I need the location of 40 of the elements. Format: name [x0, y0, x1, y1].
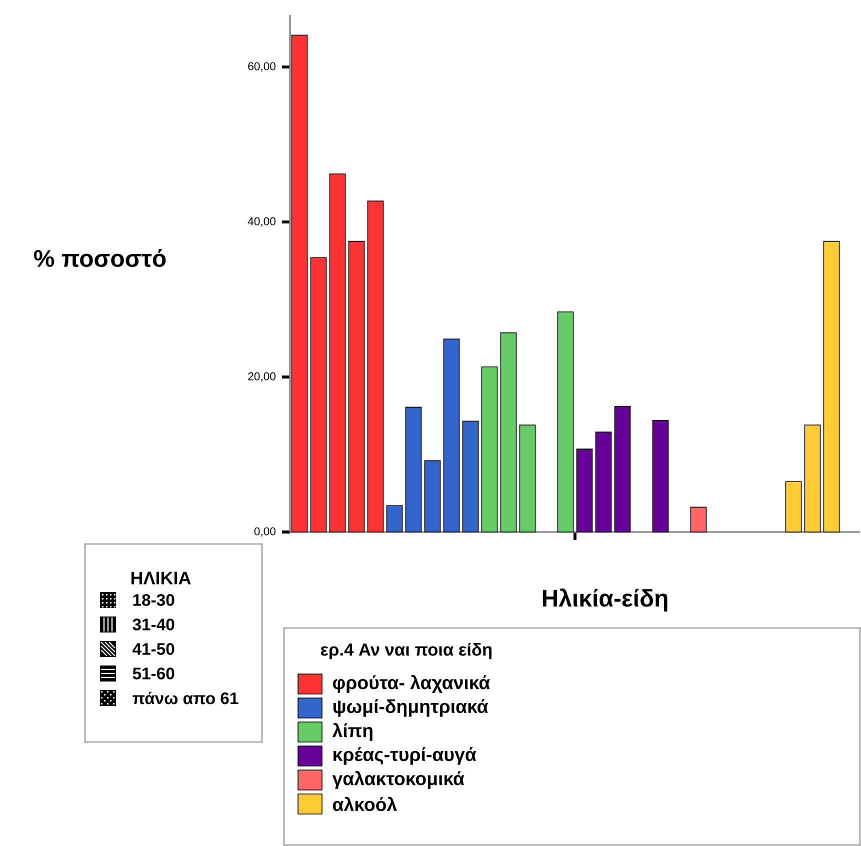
bar	[443, 338, 460, 532]
x-axis-title: Ηλικία-είδη	[542, 588, 668, 612]
legend-label: ψωμί-δημητριακά	[333, 699, 488, 717]
text: 18-30	[133, 594, 174, 606]
legend-label: λίπη	[332, 723, 372, 741]
bar	[652, 420, 669, 532]
bar	[367, 200, 384, 532]
y-tick-label: 0,00	[254, 527, 276, 537]
bar	[595, 432, 612, 532]
bar	[785, 481, 802, 532]
legend-label: γαλακτοκομικά	[332, 771, 464, 789]
bar	[823, 240, 840, 532]
text: 51-60	[132, 668, 174, 680]
bar	[557, 311, 574, 532]
bar	[348, 240, 365, 532]
bar	[804, 424, 821, 532]
bar	[690, 506, 707, 532]
bar	[519, 424, 536, 532]
bar	[310, 257, 327, 532]
legend-label: κρέας-τυρί-αυγά	[334, 747, 476, 765]
bar	[405, 406, 422, 532]
y-tick-label: 60,00	[248, 62, 276, 72]
y-tick-label: 20,00	[248, 372, 276, 382]
bar	[614, 406, 631, 532]
text: 31-40	[132, 618, 174, 630]
legend-label: φρούτα- λαχανικά	[333, 675, 490, 693]
legend-label: αλκοόλ	[333, 796, 397, 812]
bar	[462, 420, 479, 532]
bar	[424, 460, 441, 532]
y-axis-title: % ποσοστό	[34, 249, 166, 267]
y-tick-label: 40,00	[248, 217, 276, 227]
bar	[576, 448, 593, 532]
legend-title: ερ.4 Αν ναι ποια είδη	[320, 642, 492, 660]
bar	[500, 332, 517, 532]
bar	[481, 366, 498, 532]
text: ΗΛΙΚΙΑ	[131, 572, 191, 584]
bar	[386, 505, 403, 532]
text: 41-50	[132, 643, 174, 655]
bar	[329, 174, 346, 532]
text: πάνω απο 61	[132, 692, 238, 704]
